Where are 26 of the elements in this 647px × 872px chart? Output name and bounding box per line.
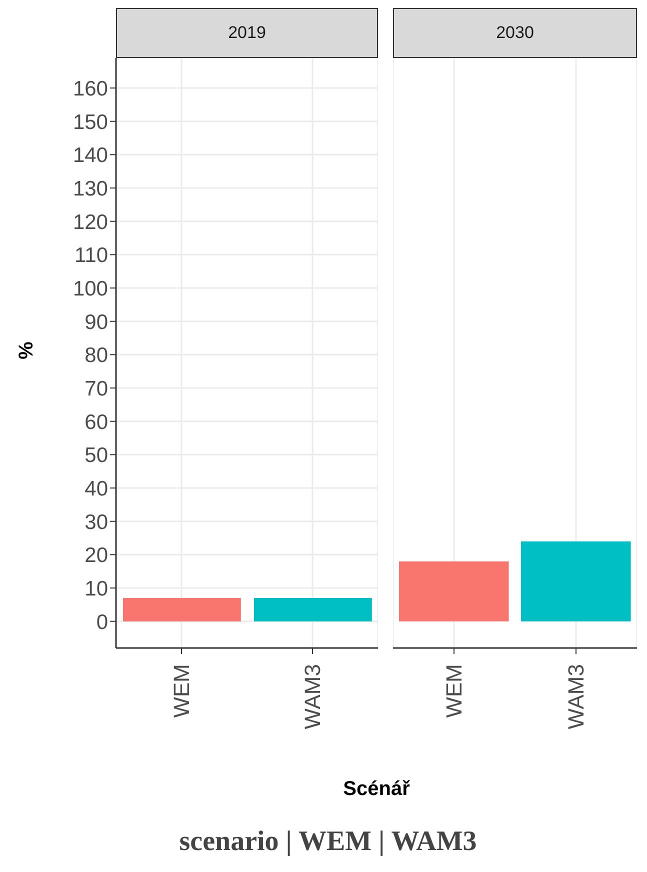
y-tick-label: 50 — [84, 444, 108, 468]
y-tick-label: 90 — [84, 310, 108, 334]
y-tick-label: 30 — [84, 510, 108, 534]
y-tick-label: 140 — [72, 144, 108, 168]
y-tick-label: 40 — [84, 477, 108, 500]
chart-title: 2019 — [116, 8, 378, 58]
chart-title: 2030 — [393, 8, 637, 58]
y-tick-label: 10 — [84, 577, 108, 600]
y-tick-label: 150 — [72, 110, 108, 134]
x-tick-label: WEM — [169, 664, 194, 718]
y-tick-label: 0 — [96, 610, 108, 634]
x-tick-label: WEM — [442, 664, 466, 718]
text: scenario | WEM | WAM3 — [178, 826, 478, 858]
y-tick-label: 80 — [84, 344, 108, 368]
y-tick-label: 120 — [72, 210, 108, 234]
y-tick-label: 100 — [72, 277, 108, 300]
y-tick-label: 110 — [74, 244, 108, 268]
x-tick-label: WAM3 — [300, 664, 325, 730]
y-tick-label: 70 — [84, 377, 108, 400]
x-axis-title: Scénář — [342, 778, 411, 801]
y-tick-label: 60 — [84, 410, 108, 434]
y-axis-title: % — [15, 342, 38, 360]
y-tick-label: 20 — [84, 544, 108, 568]
x-tick-label: WAM3 — [564, 664, 588, 730]
y-tick-label: 130 — [72, 177, 108, 200]
y-tick-label: 160 — [72, 77, 108, 100]
